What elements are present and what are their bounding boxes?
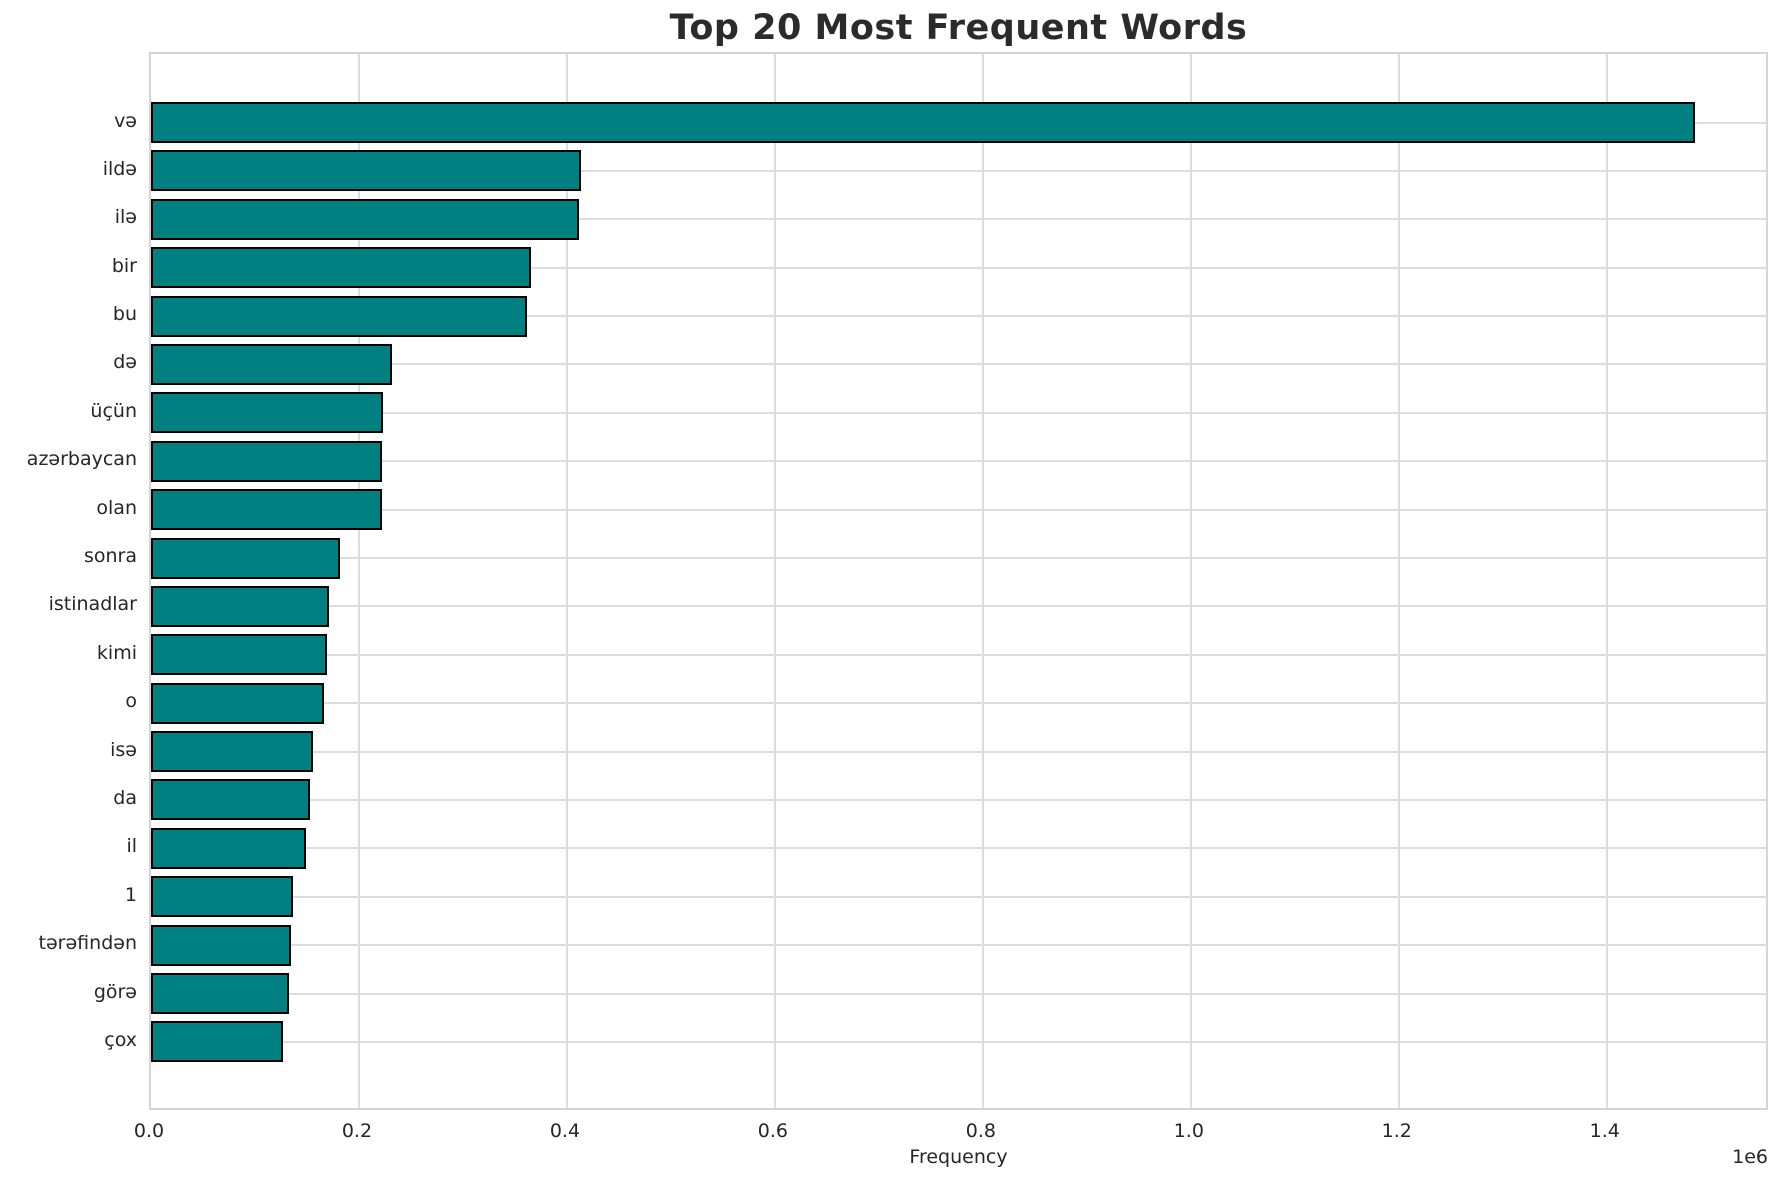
y-tick-label-də: də xyxy=(113,351,137,374)
x-tick-label-0.4: 0.4 xyxy=(549,1120,581,1142)
y-tick-label-sonra: sonra xyxy=(83,545,137,567)
y-gridline xyxy=(151,653,1766,656)
y-gridline xyxy=(151,266,1766,269)
y-tick-label-istinadlar: istinadlar xyxy=(48,593,137,616)
bar-kimi xyxy=(151,634,327,676)
x-tick-label-1.4: 1.4 xyxy=(1589,1120,1620,1142)
x-tick-label-0.6: 0.6 xyxy=(757,1120,788,1142)
bar-da xyxy=(151,779,311,821)
x-gridline-0.6 xyxy=(773,54,776,1108)
x-tick-label-0.8: 0.8 xyxy=(965,1120,996,1142)
y-gridline xyxy=(151,798,1766,801)
x-gridline-1.4 xyxy=(1605,54,1608,1108)
bar-il xyxy=(151,827,306,869)
y-gridline xyxy=(151,944,1766,947)
y-gridline xyxy=(151,557,1766,559)
y-tick-label-çox: çox xyxy=(104,1028,137,1051)
y-tick-label-il: il xyxy=(126,835,137,858)
x-tick-label-0.2: 0.2 xyxy=(341,1120,373,1142)
y-tick-label-və: və xyxy=(114,109,137,132)
y-gridline xyxy=(151,411,1766,414)
bar-görə xyxy=(151,973,290,1015)
y-tick-label-tərəfindən: tərəfindən xyxy=(38,932,137,955)
x-gridline-0.2 xyxy=(357,54,360,1108)
y-gridline xyxy=(151,508,1766,511)
y-gridline xyxy=(151,169,1766,172)
bar-ildə xyxy=(151,150,582,192)
chart-title: Top 20 Most Frequent Words xyxy=(669,8,1248,48)
y-tick-label-üçün: üçün xyxy=(90,399,137,422)
y-gridline xyxy=(151,992,1766,995)
plot-area xyxy=(149,52,1768,1110)
x-gridline-1.2 xyxy=(1397,54,1400,1108)
y-tick-label-azərbaycan: azərbaycan xyxy=(26,448,137,471)
y-gridline xyxy=(151,750,1766,753)
bar-olan xyxy=(151,489,382,531)
axis-offset-label: 1e6 xyxy=(1732,1146,1768,1168)
bar-və xyxy=(151,102,1696,143)
y-gridline xyxy=(151,315,1766,318)
bar-çox xyxy=(151,1021,284,1063)
bar-sonra xyxy=(151,537,341,579)
y-gridline xyxy=(151,460,1766,463)
bar-də xyxy=(151,343,393,385)
y-tick-label-bir: bir xyxy=(111,254,137,277)
y-tick-label-görə: görə xyxy=(93,980,137,1003)
bar-1 xyxy=(151,876,294,918)
y-gridline xyxy=(151,702,1766,705)
y-tick-label-da: da xyxy=(113,786,137,809)
x-gridline-1.0 xyxy=(1189,54,1192,1108)
y-tick-label-kimi: kimi xyxy=(96,641,137,664)
x-gridline-0.4 xyxy=(565,54,568,1108)
y-gridline xyxy=(151,895,1766,898)
bar-azərbaycan xyxy=(151,440,383,482)
bar-tərəfindən xyxy=(151,924,292,966)
y-tick-label-1: 1 xyxy=(124,883,137,906)
y-tick-label-bu: bu xyxy=(112,303,137,326)
y-tick-label-olan: olan xyxy=(96,496,137,519)
bar-bir xyxy=(151,247,531,289)
bar-bu xyxy=(151,295,528,337)
y-gridline xyxy=(151,847,1766,850)
y-tick-label-ilə: ilə xyxy=(114,206,137,229)
bar-istinadlar xyxy=(151,585,329,627)
x-tick-label-0.0: 0.0 xyxy=(133,1120,165,1142)
x-tick-label-1.2: 1.2 xyxy=(1381,1120,1412,1142)
bar-üçün xyxy=(151,392,383,434)
x-axis-label: Frequency xyxy=(909,1146,1008,1168)
bar-o xyxy=(151,682,324,724)
y-tick-label-ildə: ildə xyxy=(102,157,137,180)
y-tick-label-o: o xyxy=(125,690,137,713)
y-gridline xyxy=(151,1040,1766,1043)
y-gridline xyxy=(151,363,1766,366)
y-gridline xyxy=(151,605,1766,608)
x-gridline-0.8 xyxy=(981,54,984,1108)
bar-isə xyxy=(151,731,314,773)
y-tick-label-isə: isə xyxy=(110,738,137,761)
bar-ilə xyxy=(151,198,580,240)
y-gridline xyxy=(151,218,1766,221)
x-tick-label-1.0: 1.0 xyxy=(1173,1120,1204,1142)
